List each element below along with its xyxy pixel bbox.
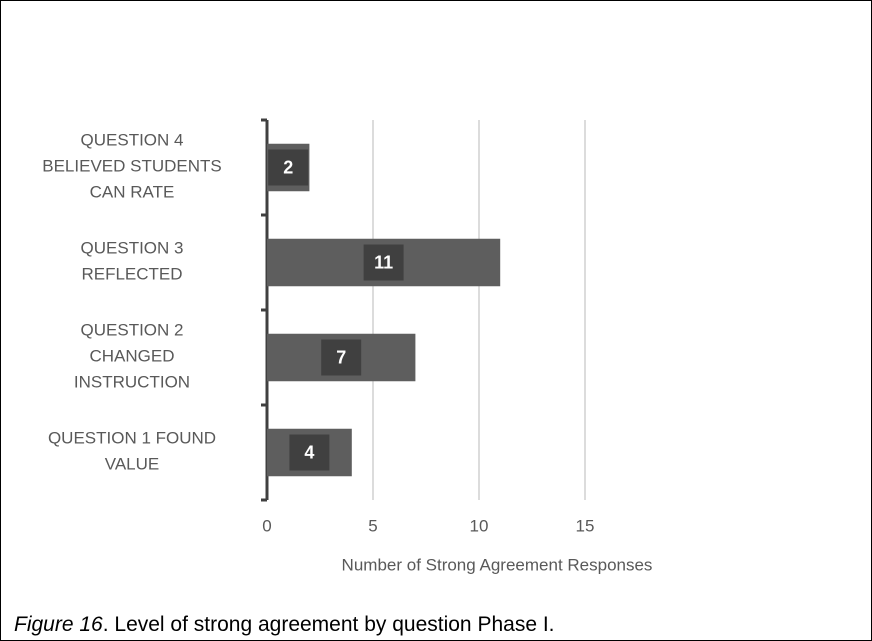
y-tick-label: QUESTION 3 REFLECTED xyxy=(81,239,184,284)
label-line: INSTRUCTION xyxy=(74,373,190,392)
data-label-box xyxy=(268,149,309,186)
data-label: 7 xyxy=(336,347,346,367)
caption: Figure 16. Level of strong agreement by … xyxy=(14,613,555,636)
x-tick-label: 0 xyxy=(262,516,271,535)
data-label-box xyxy=(363,244,404,281)
label-line: CHANGED xyxy=(89,347,174,366)
y-tick-label: QUESTION 4 BELIEVED STUDENTS CAN RATE xyxy=(42,131,222,202)
x-tick-label: 10 xyxy=(470,516,489,535)
data-label: 2 xyxy=(283,157,293,177)
x-tick-label: 5 xyxy=(368,516,377,535)
data-label-box xyxy=(289,434,330,471)
x-tick-label: 15 xyxy=(576,516,595,535)
label-line: QUESTION 2 xyxy=(81,321,184,340)
caption-label: Figure 16 xyxy=(14,613,103,636)
label-line: REFLECTED xyxy=(81,265,182,284)
label-line: QUESTION 3 xyxy=(81,239,184,258)
data-label-box xyxy=(321,339,362,376)
label-line: CAN RATE xyxy=(90,183,175,202)
x-axis-title: Number of Strong Agreement Responses xyxy=(342,555,653,574)
data-label: 4 xyxy=(304,442,314,462)
data-label: 11 xyxy=(374,252,393,272)
label-line: VALUE xyxy=(105,455,160,474)
y-tick-label: QUESTION 1 FOUND VALUE xyxy=(48,429,216,474)
label-line: QUESTION 1 FOUND xyxy=(48,429,216,448)
label-line: QUESTION 4 xyxy=(81,131,184,150)
y-tick-label: QUESTION 2 CHANGED INSTRUCTION xyxy=(74,321,190,392)
label-line: BELIEVED STUDENTS xyxy=(42,157,222,176)
caption-text: . Level of strong agreement by question … xyxy=(103,613,555,636)
